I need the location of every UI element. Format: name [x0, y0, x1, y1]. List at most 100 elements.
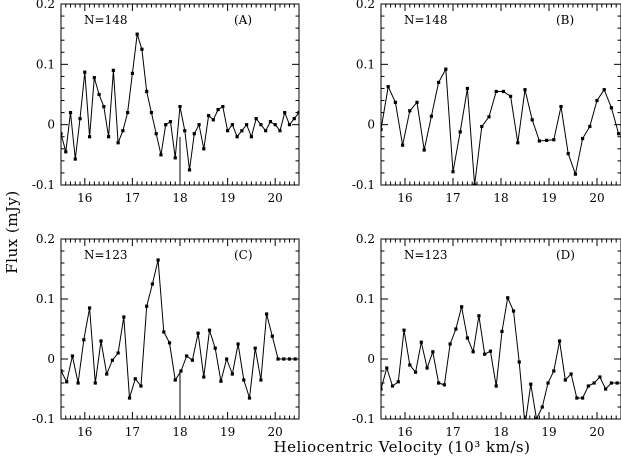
panel-c-data-point: [70, 354, 75, 358]
panel-d-x-tick-label: 16: [397, 425, 412, 439]
panel-d-data-point: [592, 381, 596, 385]
panel-a-data-point: [278, 129, 282, 133]
panel-d-data-point: [546, 381, 550, 385]
panel-d-data-point: [500, 329, 504, 333]
panel-a-series: [61, 32, 299, 172]
panel-a-data-point: [87, 135, 92, 139]
panel-c-data-point: [179, 369, 183, 373]
panel-b-data-point: [473, 183, 477, 185]
panel-a-data-point: [154, 132, 158, 136]
panel-b-data-point: [516, 141, 520, 145]
panel-b-data-point: [386, 85, 390, 89]
panel-d-data-point: [471, 350, 475, 354]
panel-a-data-point: [145, 89, 149, 94]
panel-a-x-tick-label: 18: [172, 191, 187, 205]
panel-d: 16 17 18 19 20 -0.1 0 0.1 0.2 N=123 (D): [352, 232, 621, 439]
panel-d-data-point: [419, 340, 423, 344]
panel-b-y-tick-label: -0.1: [352, 178, 375, 192]
panel-c-data-point: [190, 358, 194, 362]
panel-b-data-point: [501, 89, 505, 94]
panel-a-data-point: [164, 123, 168, 127]
panel-a-data-point: [73, 157, 77, 161]
panel-d-data-point: [483, 352, 487, 356]
panel-d-data-point: [506, 296, 510, 300]
panel-d-x-tick-label: 18: [493, 425, 508, 439]
panel-d-data-point: [413, 370, 418, 374]
panel-d-data-point: [540, 405, 544, 409]
panel-d-data-point: [442, 383, 446, 387]
panel-d-y-tick-label: -0.1: [352, 412, 375, 426]
panel-a-data-point: [173, 156, 177, 160]
panel-b-x-tick-label: 20: [589, 191, 604, 205]
panel-c-y-tick-label: 0.2: [36, 232, 55, 246]
panel-d-x-tick-label: 19: [541, 425, 556, 439]
panel-c-data-point: [236, 342, 240, 346]
panel-a-data-point: [206, 114, 211, 118]
panel-b-data-point: [573, 172, 577, 176]
panel-c-data-point: [225, 357, 229, 361]
panel-c-data-point: [87, 306, 92, 310]
panel-d-data-point: [390, 384, 395, 388]
panel-d-data-point: [581, 396, 585, 400]
panel-c-sample-size: N=123: [84, 248, 127, 262]
panel-d-data-point: [598, 375, 602, 379]
panel-a-data-point: [226, 129, 230, 133]
panel-d-data-point: [425, 366, 429, 370]
panel-c-y-tick-label: 0: [47, 352, 55, 366]
panel-c-series: [61, 258, 297, 400]
panel-b-data-point: [401, 143, 405, 147]
panel-d-data-point: [563, 378, 567, 382]
panel-c-data-point: [105, 372, 109, 376]
panel-a-data-point: [292, 117, 296, 121]
panel-c-data-point: [230, 372, 234, 376]
panel-b-data-point: [393, 100, 397, 104]
panel-b-y-tick-label: 0.2: [356, 0, 375, 11]
panel-c-x-tick-label: 17: [125, 425, 140, 439]
panel-c-x-tick-label: 20: [268, 425, 283, 439]
panel-c-x-tick-label: 16: [77, 425, 92, 439]
panel-b-data-point: [617, 132, 621, 136]
panel-b-data-point: [509, 94, 513, 98]
panel-c-data-point: [65, 380, 69, 384]
panel-b-data-point: [437, 80, 441, 85]
panel-d-sample-size: N=123: [404, 248, 447, 262]
panel-d-data-point: [448, 342, 452, 346]
panel-d-data-point: [609, 381, 613, 385]
figure-x-axis-label: Heliocentric Velocity (10³ km/s): [274, 438, 531, 456]
panel-c-data-point: [162, 330, 166, 334]
panel-b-data-point: [458, 130, 462, 134]
panel-a-data-point: [235, 135, 239, 139]
panel-b-x-tick-label: 18: [493, 191, 508, 205]
panel-c-data-point: [133, 377, 137, 381]
panel-d-data-point: [552, 369, 556, 373]
panel-c-data-point: [61, 369, 63, 373]
panel-a-data-point: [283, 111, 287, 115]
panel-a-data-point: [130, 71, 134, 75]
panel-b-data-point: [595, 98, 599, 103]
panel-b-data-point: [588, 124, 592, 129]
panel-b: 16 17 18 19 20 -0.1 0 0.1 0.2 N=148 (B): [352, 0, 621, 205]
panel-d-data-point: [604, 387, 608, 391]
panel-a-y-tick-label: -0.1: [32, 178, 55, 192]
panel-d-y-tick-label: 0.1: [356, 292, 375, 306]
panel-c-data-point: [282, 357, 286, 361]
panel-a: 16 17 18 19 20 -0.1 0 0.1 0.2 N=148 (A): [32, 0, 300, 205]
panel-b-data-point: [602, 88, 606, 92]
panel-c-series-line: [61, 259, 296, 399]
panel-a-data-point: [68, 111, 73, 115]
panel-d-label: (D): [556, 248, 575, 262]
panel-a-data-point: [107, 135, 111, 139]
panel-a-data-point: [211, 118, 215, 122]
panel-b-data-point: [523, 88, 527, 92]
panel-b-data-point: [422, 148, 426, 152]
panel-d-data-point: [385, 366, 389, 370]
panel-a-data-point: [83, 70, 87, 74]
panel-b-data-point: [444, 67, 448, 71]
panel-d-data-point: [402, 328, 406, 332]
panel-b-series-line: [381, 67, 620, 185]
panel-a-data-point: [121, 129, 125, 133]
panel-a-data-point: [126, 111, 130, 115]
panel-b-data-point: [415, 100, 419, 104]
panel-c-data-point: [127, 396, 132, 400]
panel-c-x-tick-label: 19: [220, 425, 235, 439]
